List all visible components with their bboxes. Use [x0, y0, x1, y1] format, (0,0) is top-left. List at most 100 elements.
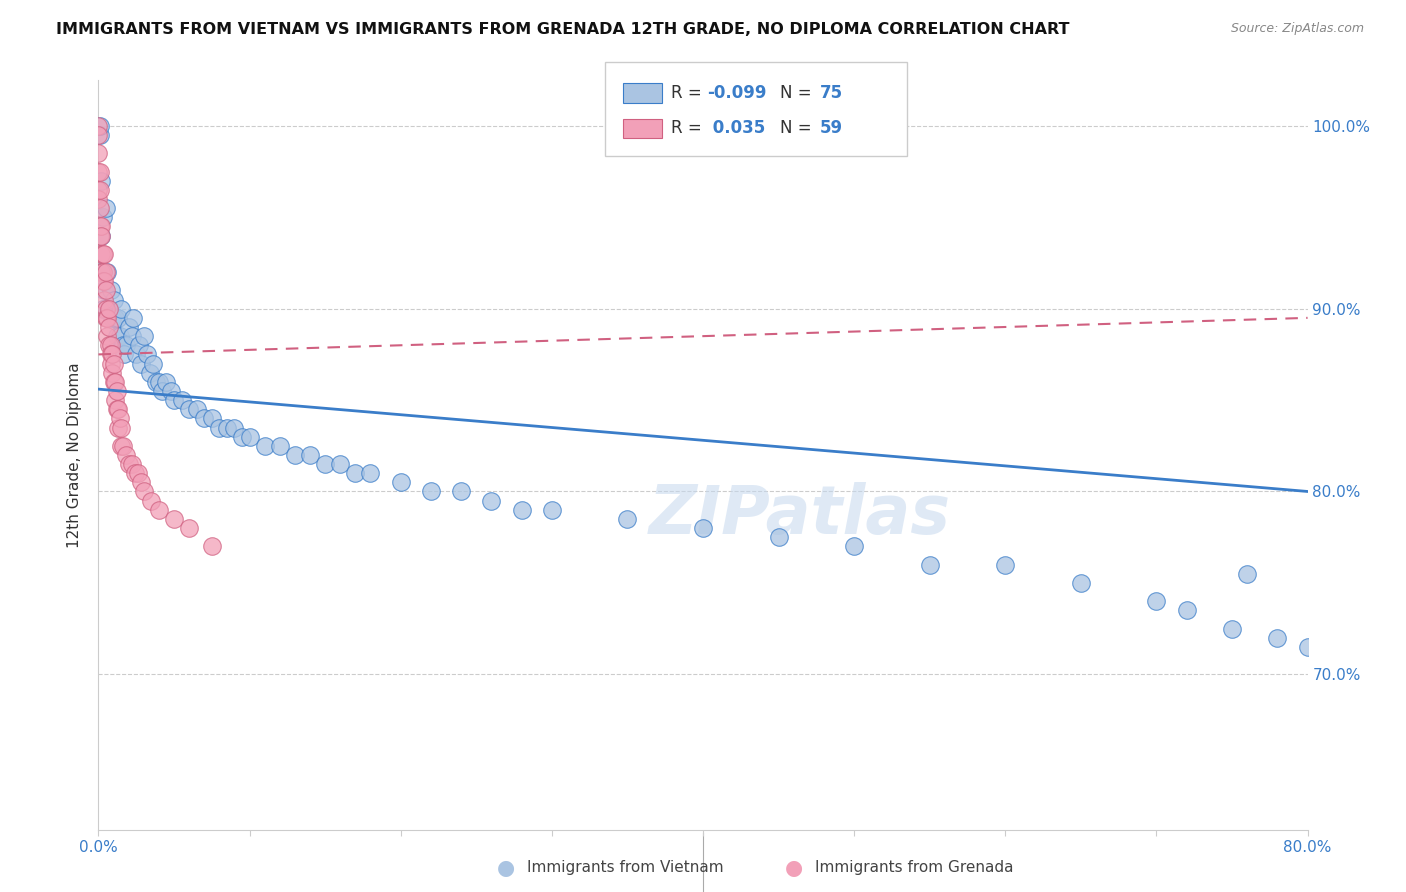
- Point: [93, 293, 115, 307]
- Point: [141, 493, 163, 508]
- Point: [129, 357, 152, 371]
- Point: [98, 301, 121, 316]
- Point: [160, 384, 183, 398]
- Point: [170, 393, 193, 408]
- Point: [239, 430, 262, 444]
- Text: N =: N =: [780, 84, 817, 102]
- Point: [90, 219, 112, 234]
- Point: [89, 128, 111, 142]
- Point: [299, 448, 322, 462]
- Point: [108, 411, 131, 425]
- Point: [155, 375, 177, 389]
- Text: IMMIGRANTS FROM VIETNAM VS IMMIGRANTS FROM GRENADA 12TH GRADE, NO DIPLOMA CORREL: IMMIGRANTS FROM VIETNAM VS IMMIGRANTS FR…: [56, 22, 1070, 37]
- Point: [108, 329, 131, 343]
- Point: [118, 457, 141, 471]
- Point: [344, 466, 367, 480]
- Point: [1236, 566, 1258, 581]
- Text: -0.099: -0.099: [707, 84, 766, 102]
- Point: [107, 310, 129, 325]
- Point: [121, 329, 143, 343]
- Text: 0.035: 0.035: [707, 120, 765, 137]
- Point: [91, 211, 114, 225]
- Point: [179, 521, 201, 535]
- Point: [208, 420, 231, 434]
- Point: [100, 284, 122, 298]
- Point: [100, 338, 122, 352]
- Point: [87, 146, 110, 161]
- Point: [201, 539, 224, 553]
- Point: [768, 530, 790, 544]
- Point: [91, 247, 114, 261]
- Point: [98, 320, 121, 334]
- Point: [540, 502, 562, 516]
- Point: [93, 274, 115, 288]
- Point: [93, 284, 115, 298]
- Point: [103, 293, 125, 307]
- Text: Immigrants from Vietnam: Immigrants from Vietnam: [527, 861, 724, 875]
- Point: [148, 502, 170, 516]
- Point: [616, 512, 638, 526]
- Point: [87, 192, 110, 206]
- Point: [1267, 631, 1289, 645]
- Point: [118, 320, 141, 334]
- Point: [101, 310, 124, 325]
- Point: [201, 411, 224, 425]
- Text: 75: 75: [820, 84, 842, 102]
- Text: Immigrants from Grenada: Immigrants from Grenada: [815, 861, 1014, 875]
- Point: [253, 439, 276, 453]
- Point: [224, 420, 246, 434]
- Point: [1220, 622, 1243, 636]
- Point: [148, 375, 170, 389]
- Text: 59: 59: [820, 120, 842, 137]
- Point: [101, 347, 124, 361]
- Point: [129, 475, 152, 490]
- Point: [105, 329, 128, 343]
- Point: [125, 347, 148, 361]
- Point: [96, 265, 118, 279]
- Point: [110, 301, 132, 316]
- Point: [94, 310, 117, 325]
- Point: [105, 402, 128, 417]
- Point: [179, 402, 201, 417]
- Text: N =: N =: [780, 120, 817, 137]
- Point: [89, 183, 111, 197]
- Point: [94, 301, 117, 316]
- Point: [142, 357, 165, 371]
- Text: ZIPatlas: ZIPatlas: [648, 482, 950, 548]
- Point: [450, 484, 472, 499]
- Point: [90, 174, 112, 188]
- Text: ●: ●: [786, 858, 803, 878]
- Point: [114, 338, 136, 352]
- Point: [98, 301, 121, 316]
- Point: [692, 521, 714, 535]
- Point: [89, 228, 111, 243]
- Point: [420, 484, 443, 499]
- Point: [132, 329, 155, 343]
- Point: [481, 493, 503, 508]
- Point: [139, 366, 162, 380]
- Point: [215, 420, 238, 434]
- Point: [994, 558, 1017, 572]
- Point: [111, 338, 134, 352]
- Point: [90, 228, 112, 243]
- Text: ●: ●: [498, 858, 515, 878]
- Point: [90, 228, 112, 243]
- Point: [91, 274, 114, 288]
- Point: [91, 265, 114, 279]
- Point: [100, 347, 122, 361]
- Point: [269, 439, 291, 453]
- Point: [121, 457, 143, 471]
- Point: [163, 512, 186, 526]
- Point: [1144, 594, 1167, 608]
- Point: [150, 384, 173, 398]
- Point: [314, 457, 336, 471]
- Point: [193, 411, 215, 425]
- Point: [87, 183, 110, 197]
- Point: [94, 284, 117, 298]
- Point: [90, 247, 112, 261]
- Point: [89, 201, 111, 215]
- Point: [93, 247, 115, 261]
- Point: [90, 265, 112, 279]
- Point: [89, 164, 111, 178]
- Point: [104, 310, 127, 325]
